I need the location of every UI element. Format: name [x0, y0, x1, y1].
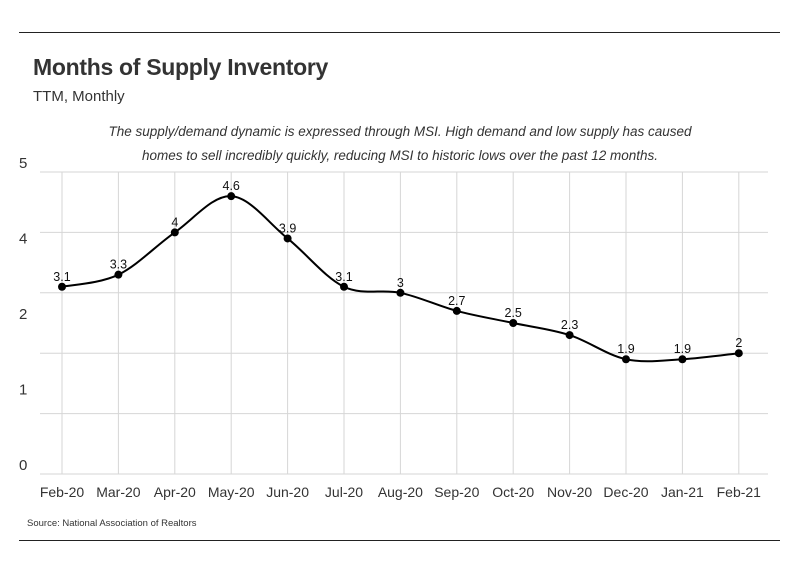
data-labels: 3.1 3.3 4 4.6 3.9 3.1 3 2.7 2.5 2.3 1.9 1.9 2 [53, 179, 742, 356]
x-tick-label: Apr-20 [154, 484, 196, 500]
data-point [283, 234, 292, 243]
y-tick-label: 5 [19, 155, 27, 172]
data-points [58, 192, 743, 364]
data-label: 4.6 [223, 179, 240, 193]
data-point [227, 192, 236, 201]
data-point [396, 288, 405, 297]
y-tick-label: 2 [19, 306, 27, 323]
gridlines [40, 171, 768, 475]
chart-annotation: The supply/demand dynamic is expressed t… [100, 120, 700, 168]
x-tick-label: Mar-20 [96, 484, 141, 500]
data-label: 2 [735, 336, 742, 350]
y-tick-label: 1 [19, 382, 27, 399]
data-point [452, 306, 461, 315]
annotation-line-2: homes to sell incredibly quickly, reduci… [142, 148, 658, 163]
data-point [622, 355, 630, 364]
data-point [509, 319, 518, 327]
x-tick-label: Jan-21 [661, 484, 704, 500]
x-tick-label: Nov-20 [547, 484, 592, 500]
x-tick-label: Sep-20 [434, 484, 479, 500]
data-point [734, 349, 743, 358]
x-tick-label: Dec-20 [603, 484, 648, 500]
data-label: 2.5 [505, 306, 522, 320]
x-tick-label: Feb-21 [717, 484, 762, 500]
y-axis-ticks: 0 1 2 4 5 [19, 155, 27, 474]
data-label: 3.9 [279, 221, 296, 235]
data-point [565, 331, 574, 340]
data-label: 4 [171, 215, 178, 229]
data-point [678, 355, 687, 364]
data-label: 2.7 [448, 294, 465, 308]
bottom-rule [19, 540, 780, 541]
x-tick-label: Jul-20 [325, 484, 363, 500]
data-point [170, 228, 179, 237]
y-tick-label: 4 [19, 231, 27, 248]
x-tick-label: May-20 [208, 484, 255, 500]
x-tick-label: Oct-20 [492, 484, 534, 500]
top-rule [19, 32, 780, 33]
data-label: 3.1 [53, 270, 70, 284]
y-tick-label: 0 [19, 457, 27, 474]
source-note: Source: National Association of Realtors [27, 518, 197, 529]
chart-subtitle: TTM, Monthly [33, 88, 125, 105]
annotation-line-1: The supply/demand dynamic is expressed t… [108, 124, 692, 139]
data-point [340, 282, 348, 291]
data-label: 2.3 [561, 318, 578, 332]
x-tick-label: Feb-20 [40, 484, 85, 500]
data-label: 1.9 [617, 342, 634, 356]
data-point [58, 282, 66, 291]
data-label: 3.1 [335, 270, 352, 284]
data-label: 3.3 [110, 258, 127, 272]
x-tick-label: Aug-20 [378, 484, 423, 500]
x-axis-ticks: Feb-20 Mar-20 Apr-20 May-20 Jun-20 Jul-20 Aug-… [40, 484, 761, 500]
chart-title: Months of Supply Inventory [33, 54, 329, 80]
x-tick-label: Jun-20 [266, 484, 309, 500]
data-label: 3 [397, 276, 404, 290]
data-label: 1.9 [674, 342, 691, 356]
data-point [114, 270, 123, 279]
